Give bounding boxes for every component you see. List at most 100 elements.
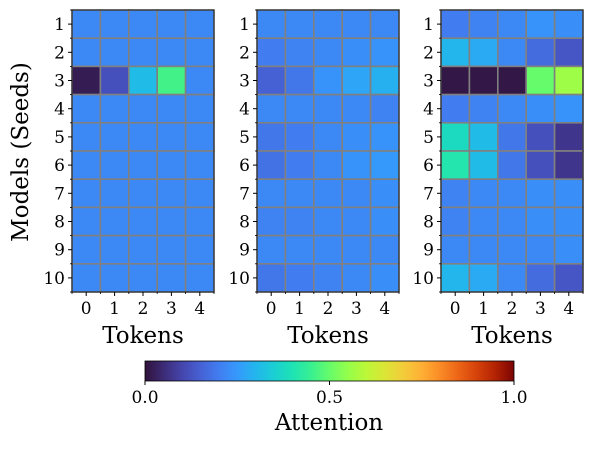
y-tick-label: 8 <box>239 213 250 233</box>
heatmap-cell-r5-c4 <box>369 122 400 152</box>
y-tick-label: 9 <box>239 241 250 261</box>
heatmap-cell-r1-c3 <box>525 9 556 40</box>
y-tick-label: 3 <box>54 72 65 92</box>
heatmap-cell-r10-c0 <box>440 262 471 293</box>
heatmap-cell-r9-c3 <box>525 234 556 265</box>
heatmap-cell-r1-c4 <box>553 9 584 40</box>
heatmap-cell-r4-c1 <box>99 93 130 124</box>
y-tick-label: 3 <box>239 72 250 92</box>
heatmap-cell-r6-c4 <box>184 150 215 181</box>
heatmap-cell-r7-c4 <box>184 178 215 209</box>
x-tick-label: 4 <box>194 299 205 319</box>
heatmap-cell-r4-c0 <box>440 93 471 124</box>
heatmap-cell-r10-c1 <box>468 262 499 293</box>
heatmap-cell-r1-c3 <box>341 9 372 40</box>
heatmap-cell-r2-c2 <box>496 37 527 68</box>
heatmap-cell-r5-c0 <box>256 122 287 152</box>
heatmap-cell-r9-c0 <box>71 234 102 265</box>
heatmap-cell-r1-c2 <box>312 9 343 40</box>
heatmap-cell-r2-c3 <box>341 37 372 68</box>
heatmap-cell-r2-c1 <box>284 37 315 68</box>
y-tick-label: 9 <box>54 241 65 261</box>
heatmap-cell-r8-c4 <box>369 206 400 237</box>
heatmap-cell-r9-c2 <box>496 234 527 265</box>
heatmap-cell-r5-c1 <box>99 122 130 152</box>
x-axis-label: Tokens <box>102 323 184 349</box>
heatmap-cell-r1-c4 <box>184 9 215 40</box>
y-tick-label: 3 <box>423 72 434 92</box>
colorbar-gradient <box>145 361 514 381</box>
heatmap-cell-r3-c1 <box>99 65 130 96</box>
heatmap-cell-r10-c2 <box>128 262 159 293</box>
y-tick-label: 2 <box>239 43 250 63</box>
heatmap-cell-r2-c2 <box>312 37 343 68</box>
x-tick-label: 2 <box>138 299 149 319</box>
heatmap-cell-r10-c3 <box>341 262 372 293</box>
colorbar-tick-label: 1.0 <box>500 388 527 408</box>
heatmap-cell-r1-c1 <box>99 9 130 40</box>
x-tick-label: 3 <box>351 299 362 319</box>
y-tick-label: 5 <box>54 128 65 148</box>
heatmap-cell-r5-c1 <box>468 122 499 152</box>
y-tick-label: 6 <box>423 156 434 176</box>
heatmap-cell-r1-c4 <box>369 9 400 40</box>
heatmap-cell-r10-c0 <box>71 262 102 293</box>
heatmap-cell-r10-c0 <box>256 262 287 293</box>
heatmap-cell-r8-c0 <box>440 206 471 237</box>
heatmap-cell-r3-c2 <box>496 65 527 96</box>
y-tick-label: 7 <box>423 184 434 204</box>
heatmap-cell-r6-c1 <box>99 150 130 181</box>
x-tick-label: 0 <box>81 299 92 319</box>
heatmap-cell-r8-c1 <box>99 206 130 237</box>
heatmap-cell-r6-c3 <box>525 150 556 181</box>
heatmap-cell-r1-c1 <box>468 9 499 40</box>
heatmap-cell-r1-c0 <box>440 9 471 40</box>
x-tick-label: 3 <box>166 299 177 319</box>
y-tick-label: 2 <box>54 43 65 63</box>
heatmap-cell-r5-c4 <box>184 122 215 152</box>
heatmap-cell-r7-c0 <box>71 178 102 209</box>
heatmap-cell-r3-c1 <box>284 65 315 96</box>
heatmap-cell-r10-c3 <box>525 262 556 293</box>
y-tick-label: 10 <box>412 269 434 289</box>
heatmap-cell-r2-c0 <box>440 37 471 68</box>
heatmap-cell-r6-c1 <box>284 150 315 181</box>
x-tick-label: 0 <box>266 299 277 319</box>
heatmap-cell-r6-c4 <box>553 150 584 181</box>
heatmap-cell-r10-c2 <box>312 262 343 293</box>
heatmap-cell-r8-c3 <box>341 206 372 237</box>
colorbar: 0.0 0.5 1.0 <box>131 360 528 408</box>
heatmap-cell-r3-c3 <box>341 65 372 96</box>
heatmap-cell-r3-c4 <box>553 65 584 96</box>
heatmap-cell-r7-c3 <box>525 178 556 209</box>
heatmap-cell-r2-c2 <box>128 37 159 68</box>
heatmap-cell-r9-c1 <box>468 234 499 265</box>
heatmap-cell-r9-c1 <box>284 234 315 265</box>
heatmap-cell-r9-c3 <box>156 234 187 265</box>
heatmap-cell-r7-c4 <box>553 178 584 209</box>
y-tick-label: 10 <box>43 269 65 289</box>
x-tick-label: 1 <box>478 299 489 319</box>
x-axis-label: Tokens <box>471 323 553 349</box>
heatmap-cell-r8-c1 <box>468 206 499 237</box>
y-tick-label: 5 <box>423 128 434 148</box>
heatmap-cell-r4-c2 <box>312 93 343 124</box>
y-tick-label: 1 <box>54 15 65 35</box>
heatmap-cell-r5-c3 <box>156 122 187 152</box>
heatmap-cell-r7-c2 <box>128 178 159 209</box>
heatmap-cell-r8-c3 <box>156 206 187 237</box>
heatmap-cell-r4-c2 <box>128 93 159 124</box>
heatmap-cell-r9-c0 <box>256 234 287 265</box>
y-tick-label: 4 <box>239 100 250 120</box>
x-tick-label: 0 <box>450 299 461 319</box>
heatmap-cell-r10-c1 <box>284 262 315 293</box>
colorbar-label: Attention <box>274 410 384 436</box>
heatmap-cell-r3-c2 <box>128 65 159 96</box>
heatmap-cell-r4-c1 <box>468 93 499 124</box>
y-tick-label: 6 <box>54 156 65 176</box>
